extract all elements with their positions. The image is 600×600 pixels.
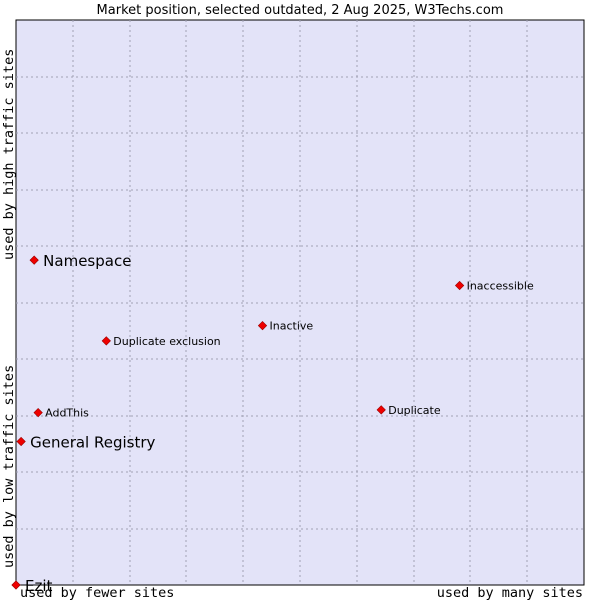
point-marker bbox=[11, 580, 21, 590]
data-point: General Registry bbox=[16, 433, 156, 451]
point-marker bbox=[376, 405, 386, 415]
y-axis-label-high: used by high traffic sites bbox=[1, 49, 17, 260]
data-point: AddThis bbox=[33, 407, 89, 420]
point-marker bbox=[33, 408, 43, 418]
point-label: Inaccessible bbox=[467, 280, 534, 293]
point-marker bbox=[454, 280, 465, 291]
data-point: Namespace bbox=[29, 252, 131, 270]
point-label: AddThis bbox=[45, 407, 89, 420]
point-label: Ezit bbox=[25, 577, 53, 595]
data-point: Inaccessible bbox=[454, 280, 534, 293]
x-axis-label-low: used by fewer sites bbox=[20, 585, 174, 600]
point-label: Inactive bbox=[270, 320, 314, 333]
grid-lines bbox=[16, 20, 584, 585]
point-label: Namespace bbox=[43, 252, 131, 270]
point-marker bbox=[16, 436, 26, 447]
x-axis-label-high: used by many sites bbox=[437, 585, 583, 600]
data-point: Inactive bbox=[257, 320, 314, 333]
data-point: Duplicate bbox=[376, 404, 441, 417]
y-axis-label-low: used by low traffic sites bbox=[1, 365, 17, 568]
point-label: General Registry bbox=[30, 433, 155, 451]
data-point: Duplicate exclusion bbox=[101, 335, 221, 348]
chart-title: Market position, selected outdated, 2 Au… bbox=[97, 3, 504, 18]
point-marker bbox=[257, 321, 268, 331]
point-marker bbox=[101, 336, 111, 346]
data-point: Ezit bbox=[11, 577, 53, 595]
data-points: Namespace Inaccessible Inactive Duplicate e… bbox=[11, 252, 534, 595]
point-label: Duplicate bbox=[388, 404, 441, 417]
point-marker bbox=[29, 255, 39, 265]
point-label: Duplicate exclusion bbox=[113, 335, 220, 348]
